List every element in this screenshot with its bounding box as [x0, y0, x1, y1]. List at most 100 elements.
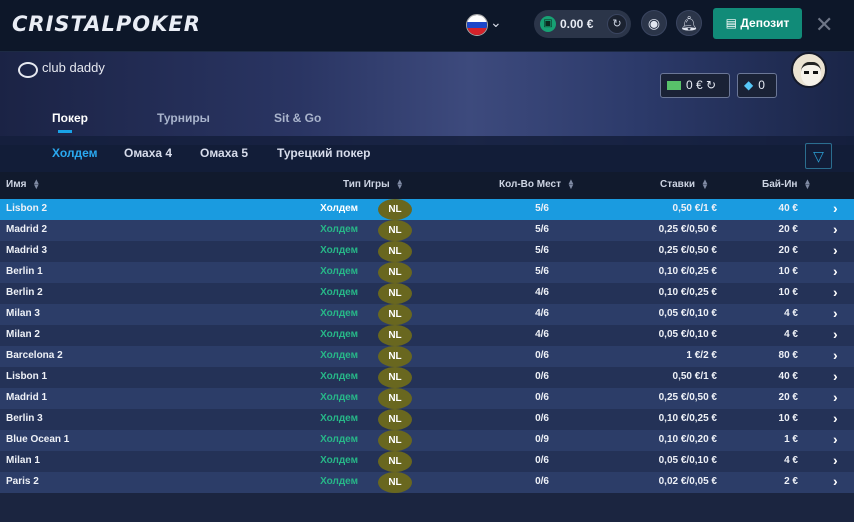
- game-type: Холдем: [320, 224, 358, 235]
- buy-in: 4 €: [784, 329, 798, 340]
- cristalpoker-logo[interactable]: CRISTALPOKER: [12, 12, 201, 36]
- profile-icon[interactable]: ◉: [641, 10, 667, 36]
- tab-holdem[interactable]: Холдем: [52, 146, 98, 160]
- wallet-icon: ▣: [540, 16, 556, 32]
- seats: 4/6: [535, 287, 549, 298]
- table-name: Madrid 1: [6, 392, 48, 403]
- seats: 0/6: [535, 476, 549, 487]
- game-type: Холдем: [320, 371, 358, 382]
- deposit-button[interactable]: ▤ Депозит: [713, 8, 802, 39]
- game-type: Холдем: [320, 392, 358, 403]
- club-cash-balance[interactable]: 0 € ↻: [660, 73, 730, 98]
- table-row[interactable]: Blue Ocean 1 Холдем NL 0/9 0,10 €/0,20 € 1 € ›: [0, 430, 854, 451]
- table-name: Berlin 2: [6, 287, 43, 298]
- tab-omaha-4[interactable]: Омаха 4: [124, 146, 173, 160]
- table-row[interactable]: Milan 3 Холдем NL 4/6 0,05 €/0,10 € 4 € ›: [0, 304, 854, 325]
- tab-poker[interactable]: Покер: [52, 111, 88, 133]
- balance-pill[interactable]: ▣ 0.00 € ↻: [534, 10, 631, 38]
- table-row[interactable]: Madrid 3 Холдем NL 5/6 0,25 €/0,50 € 20 € ›: [0, 241, 854, 262]
- table-row[interactable]: Milan 1 Холдем NL 0/6 0,05 €/0,10 € 4 € ›: [0, 451, 854, 472]
- chevron-right-icon[interactable]: ›: [833, 473, 838, 489]
- buy-in: 1 €: [784, 434, 798, 445]
- column-seats[interactable]: Кол-Во Мест ▲ ▼: [499, 177, 575, 192]
- limit-badge: NL: [378, 199, 412, 220]
- table-row[interactable]: Berlin 2 Холдем NL 4/6 0,10 €/0,25 € 10 € ›: [0, 283, 854, 304]
- table-row[interactable]: Lisbon 1 Холдем NL 0/6 0,50 €/1 € 40 € ›: [0, 367, 854, 388]
- chevron-right-icon[interactable]: ›: [833, 200, 838, 216]
- table-row[interactable]: Barcelona 2 Холдем NL 0/6 1 €/2 € 80 € ›: [0, 346, 854, 367]
- chevron-right-icon[interactable]: ›: [833, 305, 838, 321]
- chevron-right-icon[interactable]: ›: [833, 284, 838, 300]
- chevron-right-icon[interactable]: ›: [833, 431, 838, 447]
- footer-area: [0, 493, 854, 522]
- column-buyin[interactable]: Бай-Ин ▲ ▼: [762, 177, 812, 192]
- chevron-right-icon[interactable]: ›: [833, 452, 838, 468]
- seats: 0/6: [535, 350, 549, 361]
- buy-in: 4 €: [784, 455, 798, 466]
- limit-badge: NL: [378, 472, 412, 493]
- tab-omaha-5[interactable]: Омаха 5: [200, 146, 249, 160]
- stakes: 0,25 €/0,50 €: [658, 224, 717, 235]
- tab-sit-and-go[interactable]: Sit & Go: [274, 111, 322, 125]
- stakes: 0,50 €/1 €: [672, 203, 717, 214]
- seats: 0/6: [535, 413, 549, 424]
- game-type: Холдем: [320, 413, 358, 424]
- sort-icon[interactable]: ▲ ▼: [32, 177, 41, 192]
- chevron-right-icon[interactable]: ›: [833, 368, 838, 384]
- chevron-right-icon[interactable]: ›: [833, 389, 838, 405]
- table-row[interactable]: Madrid 2 Холдем NL 5/6 0,25 €/0,50 € 20 € ›: [0, 220, 854, 241]
- limit-badge: NL: [378, 304, 412, 325]
- chevron-right-icon[interactable]: ›: [833, 263, 838, 279]
- refresh-icon[interactable]: ↻: [607, 14, 627, 34]
- tab-tournaments[interactable]: Турниры: [157, 111, 210, 125]
- tab-turkish-poker[interactable]: Турецкий покер: [277, 146, 371, 160]
- avatar-face: [801, 62, 821, 86]
- table-name: Berlin 3: [6, 413, 43, 424]
- column-stakes[interactable]: Ставки ▲ ▼: [660, 177, 709, 192]
- table-name: Madrid 2: [6, 224, 48, 235]
- main-tabs: Покер Турниры Sit & Go: [0, 100, 854, 136]
- sort-icon[interactable]: ▲ ▼: [700, 177, 709, 192]
- column-name[interactable]: Имя ▲ ▼: [6, 177, 41, 192]
- cash-icon: [667, 81, 681, 91]
- balance-amount: 0.00 €: [560, 17, 594, 31]
- stakes: 0,10 €/0,25 €: [658, 413, 717, 424]
- chevron-right-icon[interactable]: ›: [833, 326, 838, 342]
- chevron-right-icon[interactable]: ›: [833, 221, 838, 237]
- russian-flag-icon[interactable]: [466, 14, 488, 36]
- stakes: 1 €/2 €: [686, 350, 717, 361]
- table-name: Milan 3: [6, 308, 40, 319]
- game-type: Холдем: [320, 350, 358, 361]
- refresh-icon[interactable]: ↻: [706, 78, 717, 92]
- stakes: 0,05 €/0,10 €: [658, 329, 717, 340]
- avatar[interactable]: [791, 52, 827, 88]
- game-type: Холдем: [320, 329, 358, 340]
- buy-in: 40 €: [778, 371, 798, 382]
- buy-in: 10 €: [778, 413, 798, 424]
- table-name: Madrid 3: [6, 245, 48, 256]
- table-row[interactable]: Lisbon 2 Холдем NL 5/6 0,50 €/1 € 40 € ›: [0, 199, 854, 220]
- table-row[interactable]: Paris 2 Холдем NL 0/6 0,02 €/0,05 € 2 € ›: [0, 472, 854, 493]
- table-row[interactable]: Berlin 1 Холдем NL 5/6 0,10 €/0,25 € 10 € ›: [0, 262, 854, 283]
- sort-icon[interactable]: ▲ ▼: [395, 177, 404, 192]
- close-icon[interactable]: ✕: [815, 12, 834, 37]
- table-name: Berlin 1: [6, 266, 43, 277]
- stakes: 0,05 €/0,10 €: [658, 455, 717, 466]
- chevron-right-icon[interactable]: ›: [833, 347, 838, 363]
- stakes: 0,05 €/0,10 €: [658, 308, 717, 319]
- gem-balance[interactable]: ◆ 0: [737, 73, 777, 98]
- top-bar: CRISTALPOKER ⌄ ▣ 0.00 € ↻ ◉ 🔔︎ ▤ Депозит…: [0, 0, 854, 52]
- table-row[interactable]: Milan 2 Холдем NL 4/6 0,05 €/0,10 € 4 € ›: [0, 325, 854, 346]
- column-game-type[interactable]: Тип Игры ▲ ▼: [343, 177, 404, 192]
- chevron-down-icon[interactable]: ⌄: [490, 14, 502, 30]
- game-type: Холдем: [320, 434, 358, 445]
- chevron-right-icon[interactable]: ›: [833, 242, 838, 258]
- table-row[interactable]: Madrid 1 Холдем NL 0/6 0,25 €/0,50 € 20 € ›: [0, 388, 854, 409]
- chevron-right-icon[interactable]: ›: [833, 410, 838, 426]
- sort-icon[interactable]: ▲ ▼: [803, 177, 812, 192]
- sort-icon[interactable]: ▲ ▼: [566, 177, 575, 192]
- buy-in: 80 €: [778, 350, 798, 361]
- table-row[interactable]: Berlin 3 Холдем NL 0/6 0,10 €/0,25 € 10 € ›: [0, 409, 854, 430]
- filter-button[interactable]: ▽: [805, 143, 832, 169]
- bell-icon[interactable]: 🔔︎: [676, 10, 702, 36]
